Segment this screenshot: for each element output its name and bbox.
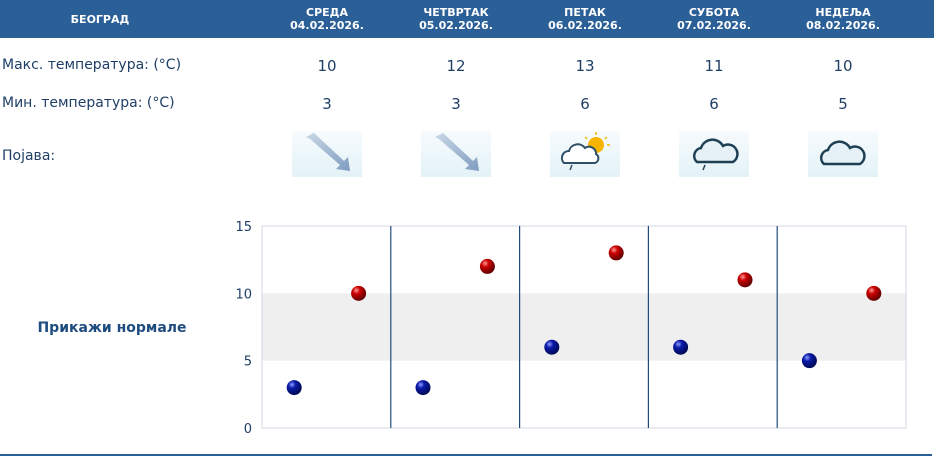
max-temp-marker <box>866 285 882 301</box>
day-date: 04.02.2026. <box>290 19 364 32</box>
min-temp-marker <box>415 380 431 396</box>
min-temp-marker <box>801 353 817 369</box>
day-name: ЧЕТВРТАК <box>423 6 489 19</box>
min-temp-value: 3 <box>451 95 461 113</box>
y-tick-label: 0 <box>244 422 252 437</box>
header-edge <box>932 0 934 38</box>
max-temp-label: Макс. температура: (°C) <box>2 57 182 73</box>
day-date: 06.02.2026. <box>548 19 622 32</box>
y-tick-label: 10 <box>235 287 252 302</box>
day-date: 08.02.2026. <box>806 19 880 32</box>
min-temp-value: 6 <box>709 95 719 113</box>
normal-band <box>262 293 906 361</box>
day-date: 05.02.2026. <box>419 19 493 32</box>
max-temp-value: 11 <box>704 57 724 75</box>
day-name: СРЕДА <box>306 6 348 19</box>
max-temp-marker <box>608 245 624 261</box>
city-name: БЕОГРАД <box>70 12 130 26</box>
day-header-2: ЧЕТВРТАК 05.02.2026. <box>392 0 520 38</box>
phenomenon-label: Појава: <box>2 148 56 164</box>
max-temp-marker <box>737 272 753 288</box>
day-date: 07.02.2026. <box>677 19 751 32</box>
max-temp-value: 10 <box>833 57 853 75</box>
cloud-icon <box>808 131 878 177</box>
min-temp-label: Мин. температура: (°C) <box>2 95 175 111</box>
cloud-light-rain-icon <box>679 131 749 177</box>
day-name: НЕДЕЉА <box>815 6 871 19</box>
y-tick-label: 5 <box>244 355 252 370</box>
wind-arrow-icon <box>421 131 491 177</box>
max-temp-value: 13 <box>575 57 595 75</box>
day-header-4: СУБОТА 07.02.2026. <box>650 0 778 38</box>
max-temp-marker <box>479 258 495 274</box>
min-temp-value: 5 <box>838 95 848 113</box>
min-temp-marker <box>286 380 302 396</box>
plot-frame <box>261 225 907 429</box>
min-temp-value: 6 <box>580 95 590 113</box>
max-temp-value: 12 <box>446 57 466 75</box>
day-name: СУБОТА <box>688 6 740 19</box>
day-name: ПЕТАК <box>564 6 606 19</box>
max-temp-marker <box>351 285 367 301</box>
forecast-header: БЕОГРАД СРЕДА 04.02.2026. ЧЕТВРТАК 05.02… <box>0 0 932 38</box>
min-temp-marker <box>544 339 560 355</box>
min-temp-value: 3 <box>322 95 332 113</box>
y-tick-label: 15 <box>235 220 252 235</box>
wind-arrow-icon <box>292 131 362 177</box>
partly-sunny-cloud-icon <box>550 131 620 177</box>
day-header-3: ПЕТАК 06.02.2026. <box>521 0 649 38</box>
min-temp-marker <box>673 339 689 355</box>
day-header-5: НЕДЕЉА 08.02.2026. <box>779 0 907 38</box>
max-temp-value: 10 <box>317 57 337 75</box>
bottom-divider <box>0 454 932 456</box>
day-header-1: СРЕДА 04.02.2026. <box>263 0 391 38</box>
show-normals-link[interactable]: Прикажи нормале <box>37 320 187 336</box>
